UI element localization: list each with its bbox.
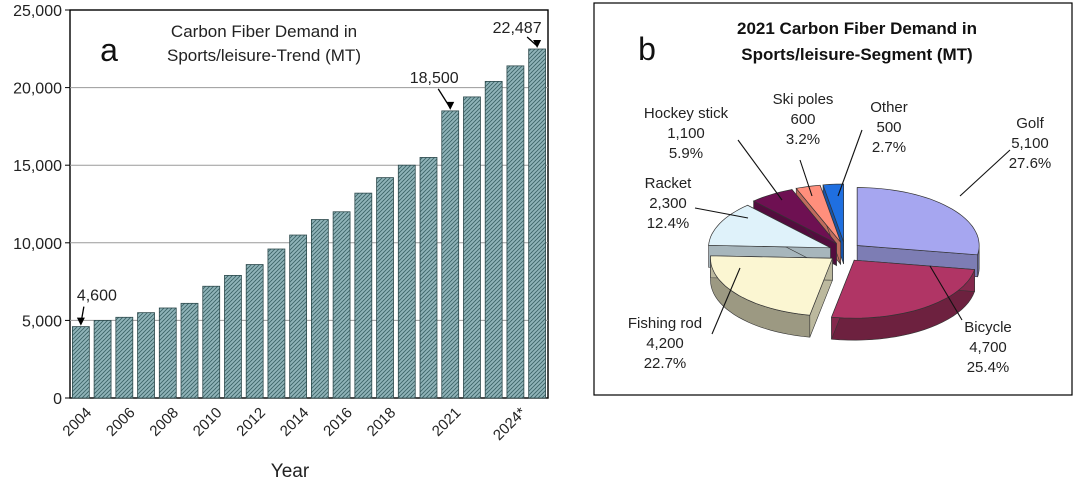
pie-label-name: Bicycle (964, 319, 1012, 336)
panel-a-label: a (100, 32, 118, 68)
bar (354, 192, 373, 399)
bar (289, 234, 308, 399)
bar-annotation-label: 22,487 (493, 20, 542, 37)
y-tick-label: 0 (53, 391, 62, 408)
pie-leader-line (711, 267, 741, 335)
bar-series (71, 48, 547, 399)
x-tick-label: 2024* (490, 404, 530, 444)
bar (71, 326, 90, 399)
pie-label-value: 1,100 (667, 125, 705, 142)
bar (310, 219, 329, 399)
pie-label-name: Racket (645, 175, 693, 192)
pie-label-name: Ski poles (773, 91, 834, 108)
bar (180, 302, 199, 399)
x-tick-label: 2004 (59, 404, 95, 440)
pie-leader-line (737, 139, 783, 201)
x-axis-label: Year (271, 461, 310, 482)
pie-leader-line (694, 207, 749, 219)
pie-slice (752, 189, 837, 244)
pie-label-percent: 22.7% (644, 355, 687, 372)
pie-label-value: 5,100 (1011, 135, 1049, 152)
pie-label-percent: 5.9% (669, 145, 703, 162)
pie-label-value: 4,700 (969, 339, 1007, 356)
y-tick-label: 10,000 (13, 236, 62, 253)
y-tick-label: 5,000 (22, 313, 62, 330)
bar (484, 80, 503, 399)
panel-a-title-line1: Carbon Fiber Demand in (171, 22, 357, 41)
pie-label-name: Other (870, 99, 908, 116)
annotation-arrow-head (446, 101, 455, 110)
bar-annotation-label: 18,500 (410, 70, 459, 87)
panel-a-title-line2: Sports/leisure-Trend (MT) (167, 46, 361, 65)
bar (441, 110, 460, 399)
pie-label-value: 600 (790, 111, 815, 128)
pie-label-value: 500 (876, 119, 901, 136)
x-tick-label: 2010 (190, 404, 226, 440)
pie-slice (710, 255, 833, 316)
pie-label-name: Golf (1016, 115, 1044, 132)
bar (137, 312, 155, 399)
y-tick-label: 20,000 (13, 81, 62, 98)
x-axis-ticks: 2004 2006 2008 2010 2012 2014 2016 2018 2021 2024… (59, 404, 529, 444)
bar (115, 316, 134, 399)
x-tick-label: 2016 (320, 404, 356, 440)
x-tick-label: 2012 (233, 404, 269, 440)
bar-annotations: 4,600 18,500 22,487 (77, 20, 542, 326)
pie-slice (795, 184, 842, 243)
panel-b-title-line2: Sports/leisure-Segment (MT) (741, 45, 972, 64)
bar (158, 307, 177, 399)
y-axis-ticks: 0 5,000 10,000 15,000 20,000 25,000 (13, 3, 70, 408)
pie-leader-line (959, 149, 1011, 197)
bar (376, 177, 394, 399)
pie-label-percent: 2.7% (872, 139, 906, 156)
x-tick-label: 2018 (364, 404, 400, 440)
pie-label-percent: 3.2% (786, 131, 820, 148)
pie-leader-line (837, 129, 863, 197)
pie-label-percent: 25.4% (967, 359, 1010, 376)
bar (397, 164, 416, 399)
pie-label-percent: 27.6% (1009, 155, 1052, 172)
pie-label-value: 2,300 (649, 195, 687, 212)
bar (463, 96, 481, 399)
bar (332, 211, 351, 399)
x-tick-label: 2008 (146, 404, 182, 440)
bar-annotation-label: 4,600 (77, 288, 117, 305)
bar (528, 48, 547, 399)
pie-slices (708, 183, 980, 341)
pie-chart-panel: 2021 Carbon Fiber Demand in Sports/leisu… (593, 2, 1073, 396)
y-tick-label: 25,000 (13, 3, 62, 20)
bar (267, 248, 286, 399)
x-tick-label: 2006 (103, 404, 139, 440)
annotation-arrow-head (76, 317, 85, 326)
x-tick-label: 2021 (429, 404, 465, 440)
bar (419, 157, 438, 399)
bar (224, 274, 242, 399)
pie-label-name: Hockey stick (644, 105, 729, 122)
x-tick-label: 2014 (277, 404, 313, 440)
pie-labels: Golf 5,100 27.6% Bicycle 4,700 25.4% Fishing r… (628, 91, 1051, 376)
pie-leader-line (799, 159, 813, 197)
bar (93, 319, 112, 399)
y-tick-label: 15,000 (13, 158, 62, 175)
pie-label-value: 4,200 (646, 335, 684, 352)
bar (506, 65, 525, 399)
pie-slice (856, 187, 980, 256)
pie-label-percent: 12.4% (647, 215, 690, 232)
bar (245, 264, 264, 399)
panel-b-label: b (638, 31, 656, 67)
pie-label-name: Fishing rod (628, 315, 702, 332)
annotation-arrow-head (533, 40, 542, 49)
bar (202, 285, 221, 399)
pie-leader-line (929, 265, 963, 321)
pie-slice (830, 259, 976, 319)
panel-b-title-line1: 2021 Carbon Fiber Demand in (737, 19, 977, 38)
